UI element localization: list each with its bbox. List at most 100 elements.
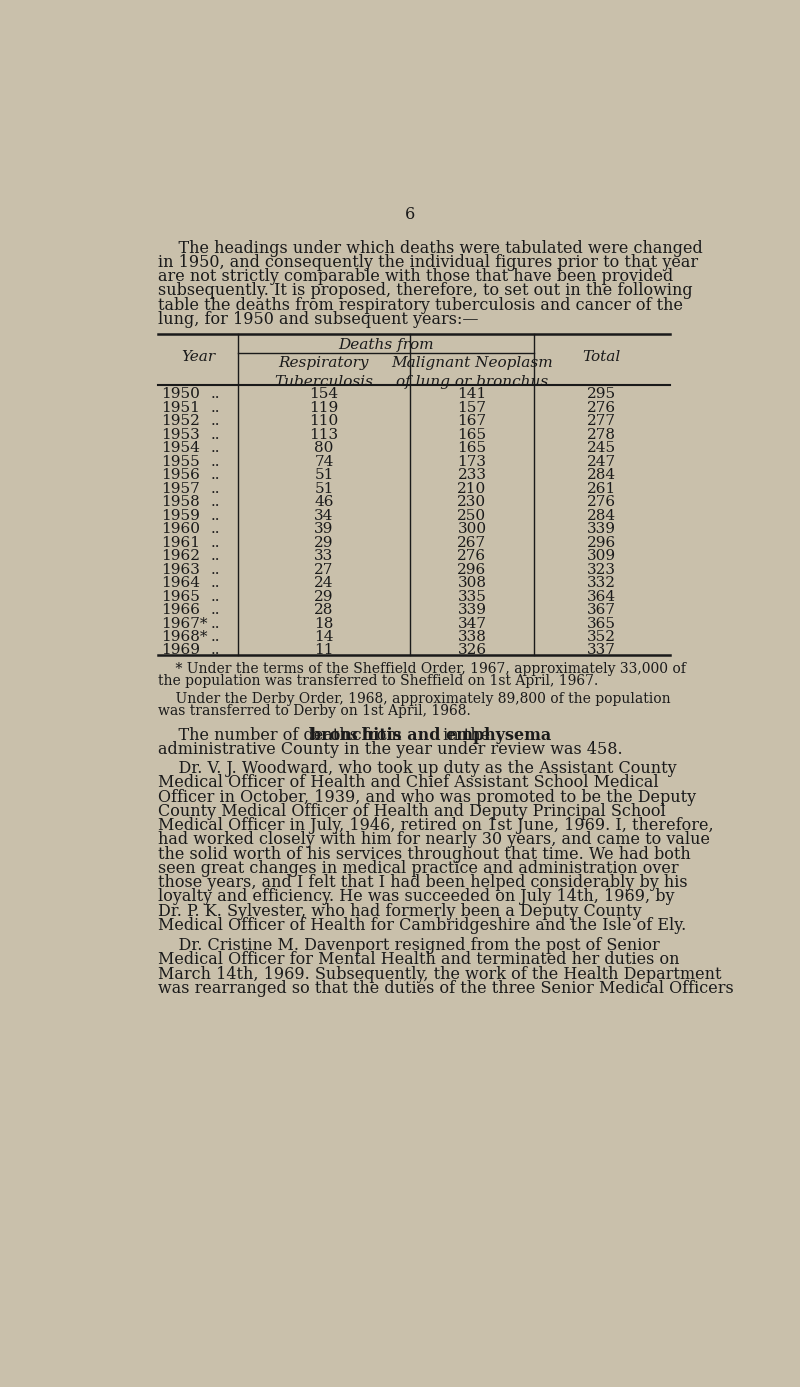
Text: in 1950, and consequently the individual figures prior to that year: in 1950, and consequently the individual… (158, 254, 698, 270)
Text: 1963: 1963 (162, 563, 200, 577)
Text: 1966: 1966 (162, 603, 200, 617)
Text: ..: .. (211, 603, 220, 617)
Text: 295: 295 (587, 387, 616, 401)
Text: 230: 230 (458, 495, 486, 509)
Text: ..: .. (211, 589, 220, 603)
Text: ..: .. (211, 441, 220, 455)
Text: ..: .. (211, 427, 220, 442)
Text: bronchitis and emphysema: bronchitis and emphysema (310, 727, 552, 743)
Text: ..: .. (211, 644, 220, 657)
Text: 1965: 1965 (162, 589, 200, 603)
Text: lung, for 1950 and subsequent years:—: lung, for 1950 and subsequent years:— (158, 311, 478, 327)
Text: ..: .. (211, 401, 220, 415)
Text: loyalty and efficiency. He was succeeded on July 14th, 1969, by: loyalty and efficiency. He was succeeded… (158, 888, 674, 906)
Text: ..: .. (211, 509, 220, 523)
Text: 165: 165 (458, 441, 486, 455)
Text: The number of deaths from: The number of deaths from (158, 727, 407, 743)
Text: Medical Officer in July, 1946, retired on 1st June, 1969. I, therefore,: Medical Officer in July, 1946, retired o… (158, 817, 714, 834)
Text: 276: 276 (458, 549, 486, 563)
Text: ..: .. (211, 563, 220, 577)
Text: 33: 33 (314, 549, 334, 563)
Text: 284: 284 (587, 509, 616, 523)
Text: 154: 154 (310, 387, 338, 401)
Text: Medical Officer for Mental Health and terminated her duties on: Medical Officer for Mental Health and te… (158, 951, 680, 968)
Text: 267: 267 (458, 535, 486, 549)
Text: 1957: 1957 (162, 481, 200, 495)
Text: was rearranged so that the duties of the three Senior Medical Officers: was rearranged so that the duties of the… (158, 981, 734, 997)
Text: 1951: 1951 (162, 401, 200, 415)
Text: ..: .. (211, 630, 220, 644)
Text: 173: 173 (458, 455, 486, 469)
Text: 27: 27 (314, 563, 334, 577)
Text: 261: 261 (587, 481, 617, 495)
Text: 46: 46 (314, 495, 334, 509)
Text: 323: 323 (587, 563, 616, 577)
Text: 34: 34 (314, 509, 334, 523)
Text: ..: .. (211, 549, 220, 563)
Text: 1958: 1958 (162, 495, 200, 509)
Text: 364: 364 (587, 589, 616, 603)
Text: 277: 277 (587, 415, 616, 429)
Text: 29: 29 (314, 535, 334, 549)
Text: The headings under which deaths were tabulated were changed: The headings under which deaths were tab… (158, 240, 703, 257)
Text: * Under the terms of the Sheffield Order, 1967, approximately 33,000 of: * Under the terms of the Sheffield Order… (158, 663, 686, 677)
Text: 367: 367 (587, 603, 616, 617)
Text: 1961: 1961 (162, 535, 200, 549)
Text: ..: .. (211, 455, 220, 469)
Text: 284: 284 (587, 469, 616, 483)
Text: Year: Year (181, 350, 215, 363)
Text: ..: .. (211, 576, 220, 589)
Text: seen great changes in medical practice and administration over: seen great changes in medical practice a… (158, 860, 678, 877)
Text: Medical Officer of Health for Cambridgeshire and the Isle of Ely.: Medical Officer of Health for Cambridges… (158, 917, 686, 933)
Text: March 14th, 1969. Subsequently, the work of the Health Department: March 14th, 1969. Subsequently, the work… (158, 965, 722, 983)
Text: ..: .. (211, 469, 220, 483)
Text: 308: 308 (458, 576, 486, 589)
Text: 1950: 1950 (162, 387, 200, 401)
Text: Dr. Cristine M. Davenport resigned from the post of Senior: Dr. Cristine M. Davenport resigned from … (158, 938, 660, 954)
Text: 28: 28 (314, 603, 334, 617)
Text: 1969: 1969 (162, 644, 200, 657)
Text: 332: 332 (587, 576, 616, 589)
Text: 250: 250 (458, 509, 486, 523)
Text: 141: 141 (458, 387, 486, 401)
Text: 300: 300 (458, 522, 486, 537)
Text: 39: 39 (314, 522, 334, 537)
Text: Total: Total (582, 350, 621, 363)
Text: in the: in the (438, 727, 490, 743)
Text: Deaths from: Deaths from (338, 338, 434, 352)
Text: ..: .. (211, 616, 220, 631)
Text: Dr. P. K. Sylvester, who had formerly been a Deputy County: Dr. P. K. Sylvester, who had formerly be… (158, 903, 642, 920)
Text: 1960: 1960 (162, 522, 200, 537)
Text: 210: 210 (458, 481, 486, 495)
Text: 80: 80 (314, 441, 334, 455)
Text: Dr. V. J. Woodward, who took up duty as the Assistant County: Dr. V. J. Woodward, who took up duty as … (158, 760, 677, 777)
Text: 339: 339 (458, 603, 486, 617)
Text: 167: 167 (458, 415, 486, 429)
Text: 296: 296 (587, 535, 617, 549)
Text: 113: 113 (310, 427, 338, 442)
Text: 51: 51 (314, 469, 334, 483)
Text: 347: 347 (458, 616, 486, 631)
Text: Respiratory
Tuberculosis: Respiratory Tuberculosis (274, 356, 374, 390)
Text: 165: 165 (458, 427, 486, 442)
Text: County Medical Officer of Health and Deputy Principal School: County Medical Officer of Health and Dep… (158, 803, 666, 820)
Text: 335: 335 (458, 589, 486, 603)
Text: the population was transferred to Sheffield on 1st April, 1967.: the population was transferred to Sheffi… (158, 674, 598, 688)
Text: 245: 245 (587, 441, 616, 455)
Text: 1959: 1959 (162, 509, 200, 523)
Text: 11: 11 (314, 644, 334, 657)
Text: 24: 24 (314, 576, 334, 589)
Text: Malignant Neoplasm
of lung or bronchus: Malignant Neoplasm of lung or bronchus (391, 356, 553, 390)
Text: table the deaths from respiratory tuberculosis and cancer of the: table the deaths from respiratory tuberc… (158, 297, 683, 313)
Text: ..: .. (211, 522, 220, 537)
Text: the solid worth of his services throughout that time. We had both: the solid worth of his services througho… (158, 846, 691, 863)
Text: ..: .. (211, 495, 220, 509)
Text: administrative County in the year under review was 458.: administrative County in the year under … (158, 741, 622, 759)
Text: 276: 276 (587, 495, 616, 509)
Text: 119: 119 (310, 401, 338, 415)
Text: 278: 278 (587, 427, 616, 442)
Text: 296: 296 (458, 563, 486, 577)
Text: 1954: 1954 (162, 441, 200, 455)
Text: 247: 247 (587, 455, 616, 469)
Text: are not strictly comparable with those that have been provided: are not strictly comparable with those t… (158, 268, 674, 286)
